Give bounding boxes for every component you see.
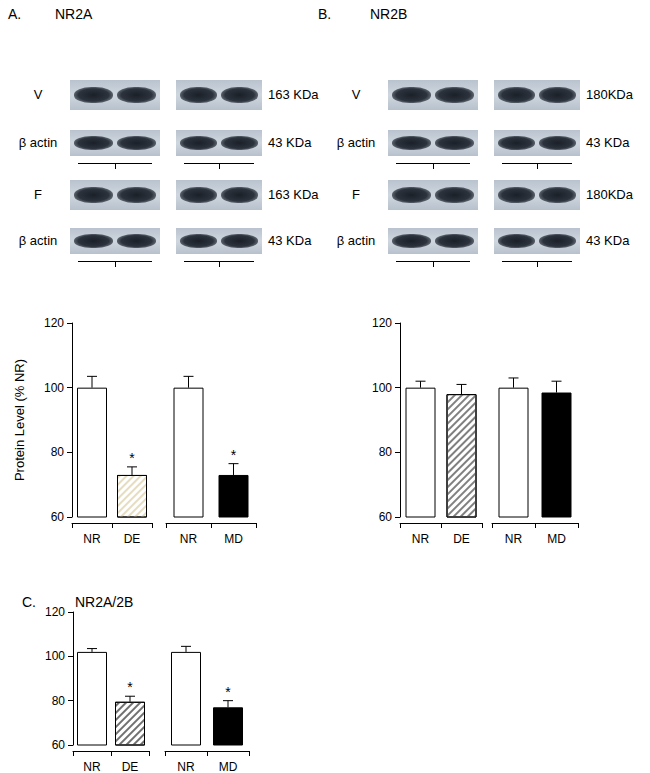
svg-text:NR: NR xyxy=(83,760,101,773)
svg-text:DE: DE xyxy=(122,760,139,773)
svg-text:120: 120 xyxy=(44,316,64,330)
html-text:C.: C. xyxy=(22,594,36,610)
svg-text:NR: NR xyxy=(177,760,195,773)
svg-text:120: 120 xyxy=(372,316,392,330)
svg-text:60: 60 xyxy=(379,510,393,524)
html-text:43 KDa: 43 KDa xyxy=(268,135,312,150)
html-text:F: F xyxy=(34,187,42,202)
html-text:β actin: β actin xyxy=(18,135,58,150)
svg-text:MD: MD xyxy=(224,532,243,546)
svg-text:80: 80 xyxy=(379,445,393,459)
svg-text:*: * xyxy=(225,684,231,700)
html-text:β actin: β actin xyxy=(336,135,376,150)
html-text:43 KDa: 43 KDa xyxy=(586,135,630,150)
svg-text:*: * xyxy=(231,447,237,463)
html-text:NR2A: NR2A xyxy=(55,6,93,22)
html-text:A.: A. xyxy=(8,6,22,22)
svg-text:NR: NR xyxy=(412,532,430,546)
html-text:V: V xyxy=(33,87,43,102)
html-text:163 KDa: 163 KDa xyxy=(268,187,319,202)
svg-text:NR: NR xyxy=(83,532,101,546)
html-text:NR2A/2B: NR2A/2B xyxy=(75,594,134,610)
svg-text:*: * xyxy=(127,679,133,695)
svg-text:MD: MD xyxy=(219,760,238,773)
svg-text:DE: DE xyxy=(124,532,141,546)
svg-text:*: * xyxy=(129,450,135,466)
svg-text:60: 60 xyxy=(51,510,65,524)
html-text:β actin: β actin xyxy=(18,233,58,248)
svg-text:DE: DE xyxy=(453,532,470,546)
svg-text:60: 60 xyxy=(52,738,66,752)
svg-text:100: 100 xyxy=(372,381,392,395)
html-text:43 KDa: 43 KDa xyxy=(268,233,312,248)
svg-text:80: 80 xyxy=(52,694,66,708)
html-text:43 KDa: 43 KDa xyxy=(586,233,630,248)
svg-text:MD: MD xyxy=(547,532,566,546)
html-text:163 KDa: 163 KDa xyxy=(268,87,319,102)
html-text:NR2B: NR2B xyxy=(370,6,408,22)
svg-text:NR: NR xyxy=(505,532,523,546)
html-text:B.: B. xyxy=(318,6,332,22)
svg-text:100: 100 xyxy=(44,381,64,395)
html-text:V: V xyxy=(351,87,361,102)
html-text:β actin: β actin xyxy=(336,233,376,248)
svg-text:100: 100 xyxy=(45,649,65,663)
svg-text:Protein Level (% NR): Protein Level (% NR) xyxy=(12,359,27,481)
svg-text:120: 120 xyxy=(45,605,65,619)
html-text:180KDa: 180KDa xyxy=(586,87,633,102)
svg-text:NR: NR xyxy=(180,532,198,546)
html-text:180KDa: 180KDa xyxy=(586,187,633,202)
svg-text:80: 80 xyxy=(51,445,65,459)
html-text:F: F xyxy=(352,187,360,202)
